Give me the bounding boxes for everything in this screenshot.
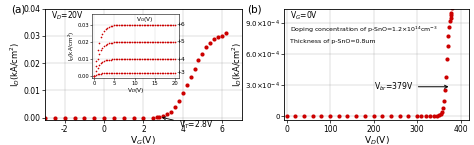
X-axis label: V$_G$(V): V$_G$(V)	[130, 135, 156, 145]
Text: V$_{br}$=379V: V$_{br}$=379V	[374, 80, 447, 93]
Y-axis label: I$_D$(kA/cm$^2$): I$_D$(kA/cm$^2$)	[230, 42, 244, 87]
Text: V$_T$=2.8V: V$_T$=2.8V	[163, 117, 213, 132]
Y-axis label: I$_D$(kA/cm$^2$): I$_D$(kA/cm$^2$)	[9, 42, 22, 87]
Text: V$_D$=20V: V$_D$=20V	[51, 10, 84, 22]
Text: (a): (a)	[11, 4, 26, 14]
Text: (b): (b)	[247, 4, 262, 14]
Text: Thickness of p-SnO=0.8um: Thickness of p-SnO=0.8um	[290, 39, 375, 44]
X-axis label: V$_D$(V): V$_D$(V)	[364, 135, 390, 145]
Text: Doping concentration of p-SnO=1.2×10$^{14}$cm$^{-3}$: Doping concentration of p-SnO=1.2×10$^{1…	[290, 24, 438, 35]
Text: V$_G$=0V: V$_G$=0V	[290, 10, 318, 22]
